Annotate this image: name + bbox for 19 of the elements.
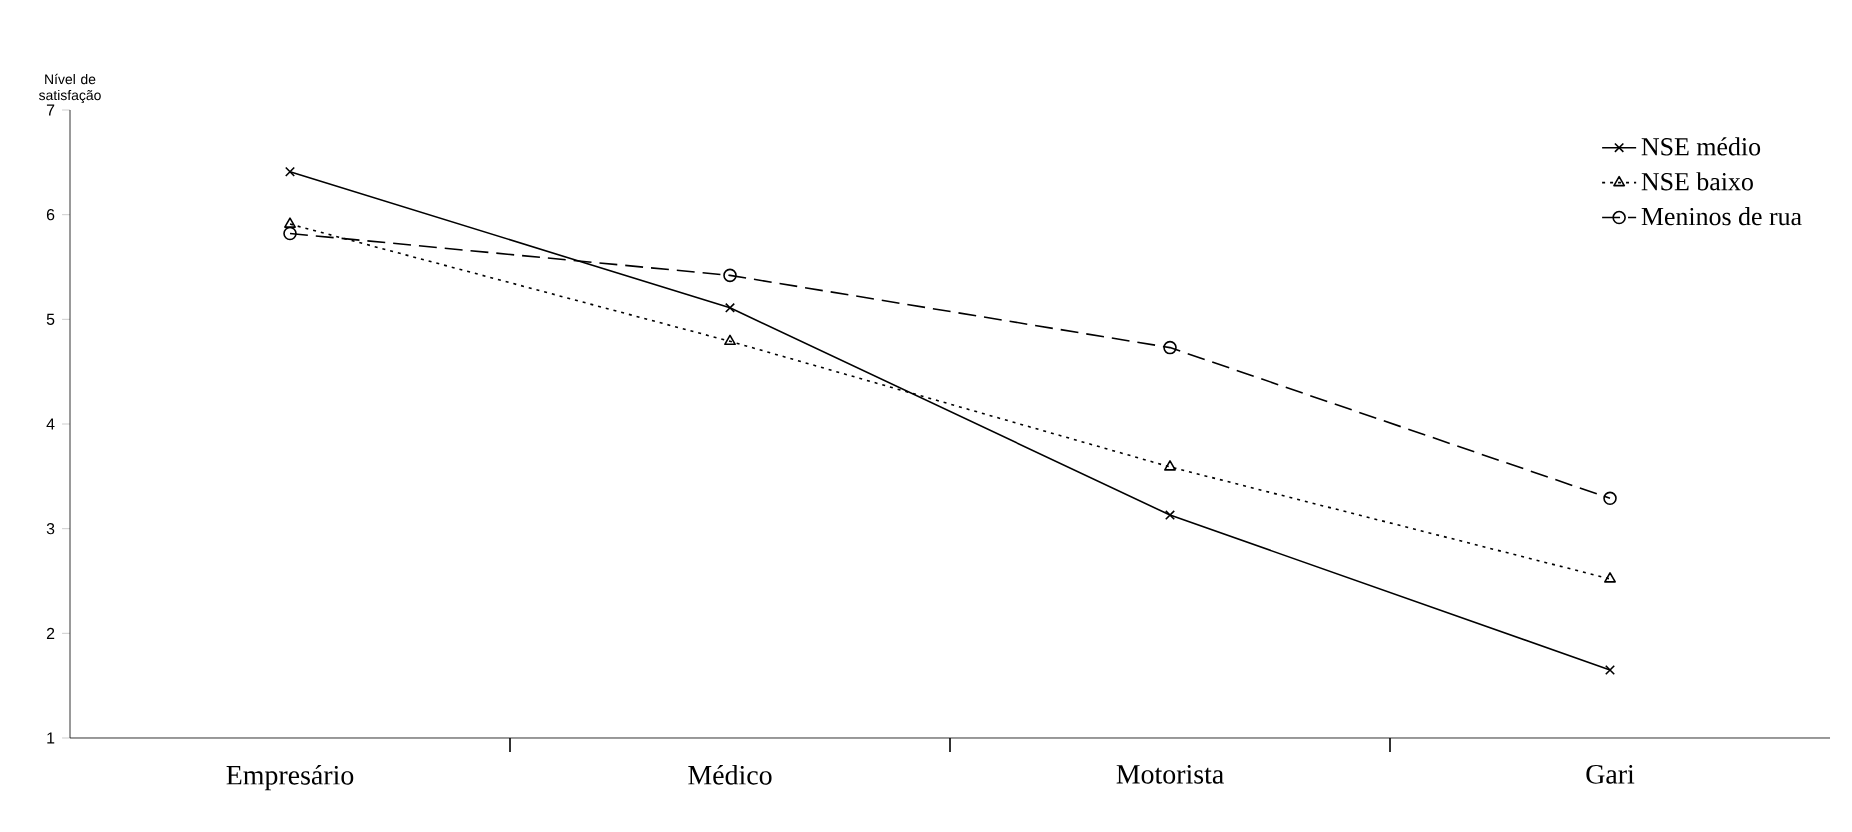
point xyxy=(1603,491,1617,506)
x-tick-label: Gari xyxy=(1586,764,1635,784)
legend-label: NSE médio xyxy=(1641,137,1761,156)
x-tick-label: Médico xyxy=(688,764,772,785)
x-tick-label: Empresário xyxy=(226,764,354,791)
point xyxy=(1604,664,1616,675)
point xyxy=(724,334,736,346)
point xyxy=(1163,340,1177,355)
point xyxy=(284,166,296,177)
point xyxy=(724,302,736,313)
point xyxy=(723,268,737,283)
legend-label: Meninos de rua xyxy=(1641,207,1802,226)
point xyxy=(283,226,297,241)
point xyxy=(1604,572,1616,583)
point xyxy=(1164,460,1176,471)
point xyxy=(1164,510,1176,521)
x-tick-label: Motorista xyxy=(1116,764,1224,784)
legend-label: NSE baixo xyxy=(1641,172,1753,191)
point xyxy=(284,217,296,228)
